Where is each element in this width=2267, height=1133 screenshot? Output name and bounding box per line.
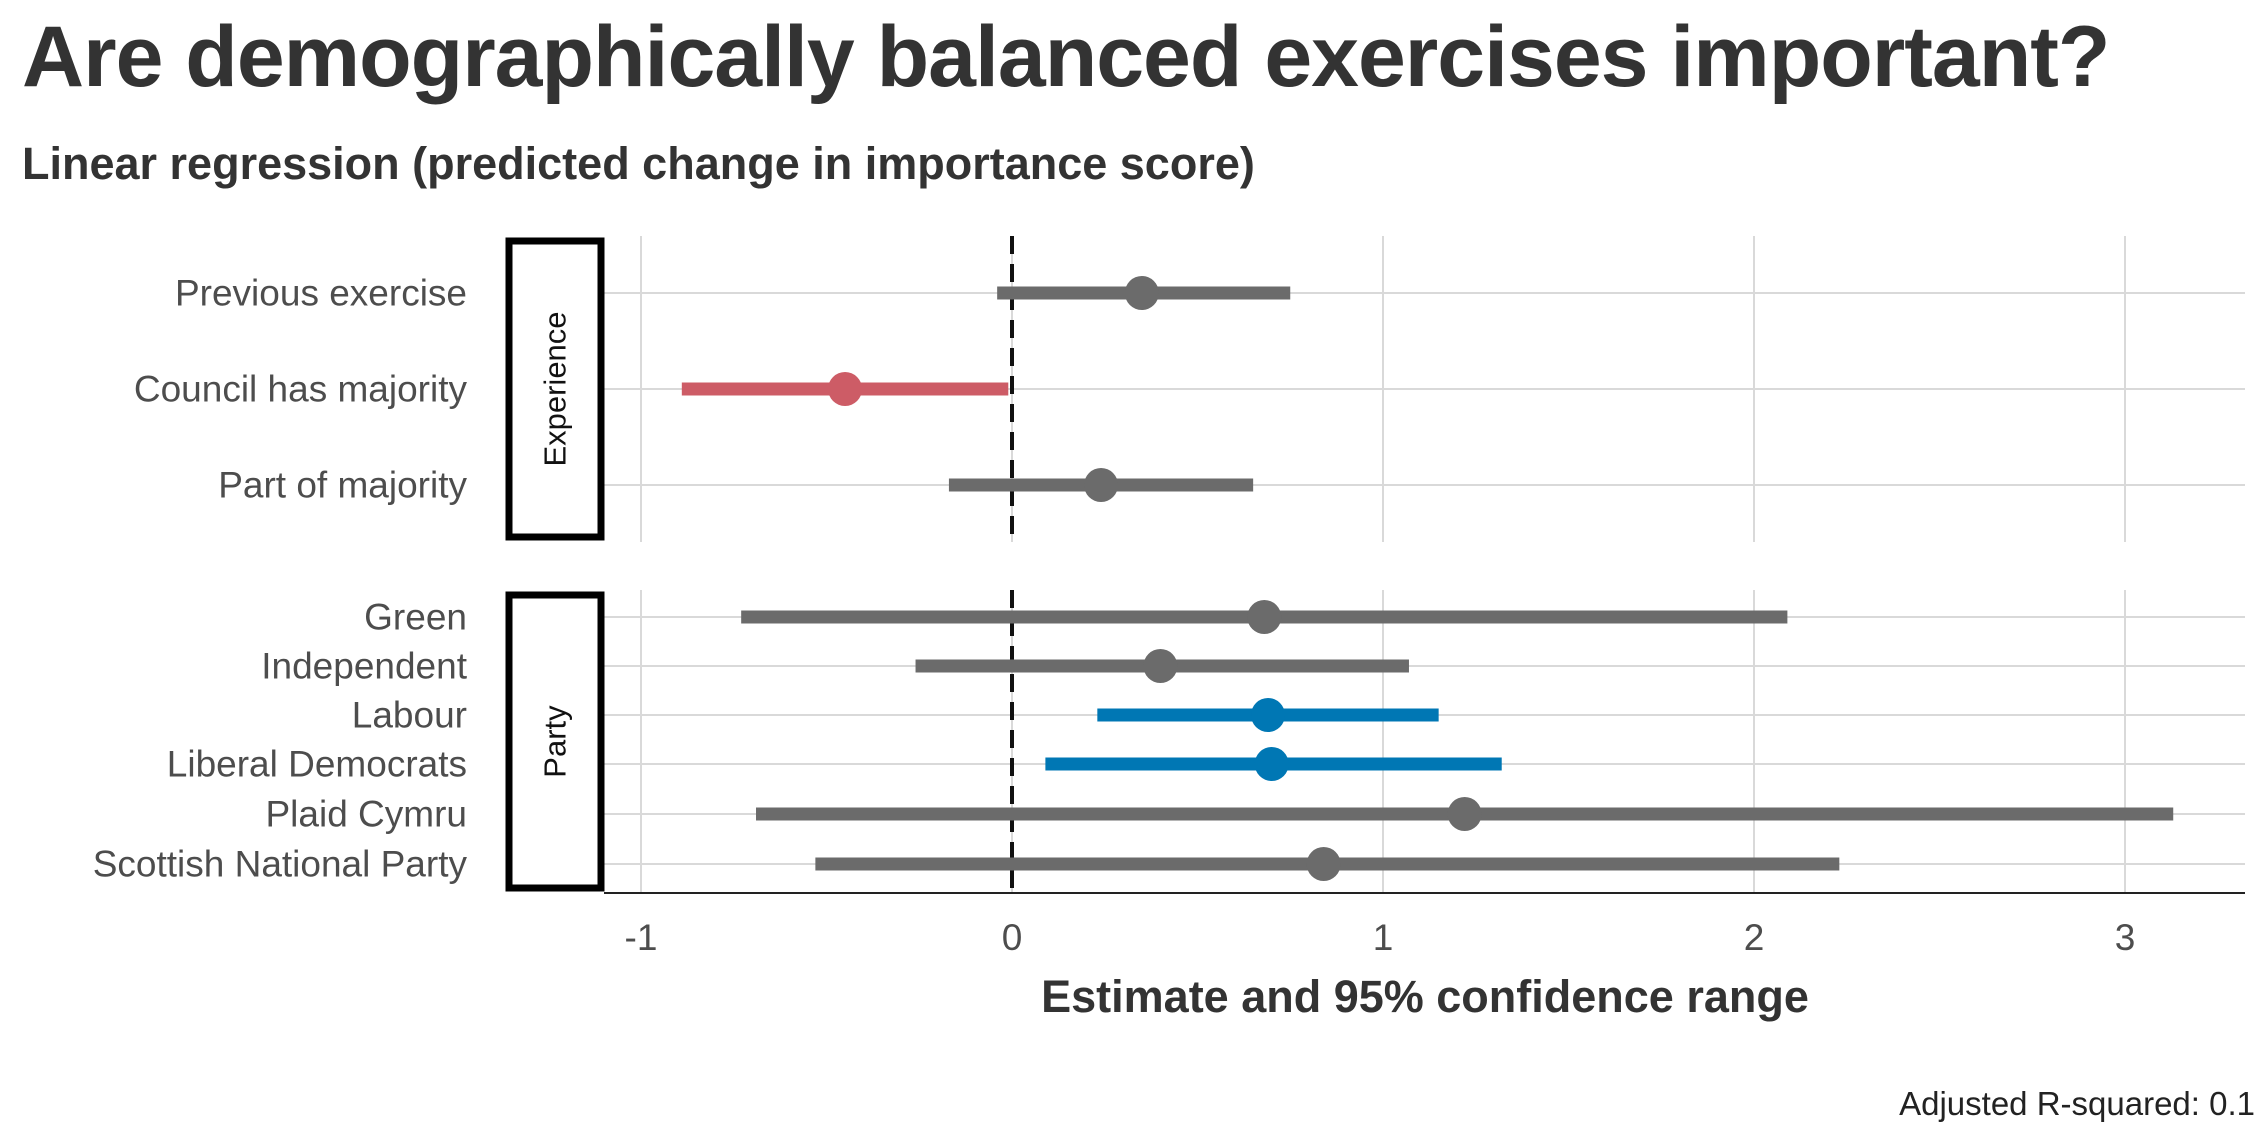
x-tick-label: -1 [625, 917, 658, 958]
x-tick-label: 3 [2115, 917, 2136, 958]
chart-subtitle: Linear regression (predicted change in i… [22, 138, 1255, 189]
term-label: Part of majority [218, 465, 467, 506]
estimate-point [1306, 847, 1341, 881]
estimate-point [1247, 600, 1282, 634]
x-tick-label: 1 [1373, 917, 1394, 958]
term-label: Green [364, 597, 467, 638]
estimate-point [1124, 276, 1159, 310]
estimate-point [1447, 797, 1482, 831]
caption-adjusted-r-squared: Adjusted R-squared: 0.1 [1899, 1085, 2255, 1122]
term-label: Plaid Cymru [266, 794, 468, 835]
x-tick-label: 0 [1002, 917, 1023, 958]
term-label: Council has majority [134, 369, 468, 410]
estimate-point [1254, 747, 1289, 781]
facet-panel-party: Party Green Independent Labour Liberal Democ… [93, 590, 2245, 893]
facet-strip-label: Experience [538, 311, 573, 466]
facet-panel-experience: Experience Previous exercise Council has m… [134, 236, 2245, 542]
estimate-point [1143, 649, 1178, 683]
term-label: Independent [261, 646, 467, 687]
term-label: Labour [352, 695, 467, 736]
x-tick-label: 2 [1744, 917, 1765, 958]
estimate-point [828, 372, 863, 406]
facet-strip-label: Party [538, 705, 573, 778]
term-label: Liberal Democrats [167, 744, 467, 785]
facet-strip-box [505, 237, 605, 541]
estimate-point [1250, 698, 1285, 732]
facet-strip-box [505, 591, 605, 892]
x-axis-title: Estimate and 95% confidence range [1041, 971, 1809, 1022]
estimate-point [1084, 468, 1119, 502]
chart-title: Are demographically balanced exercises i… [22, 9, 2110, 105]
term-label: Previous exercise [175, 273, 467, 314]
term-label: Scottish National Party [93, 844, 468, 885]
